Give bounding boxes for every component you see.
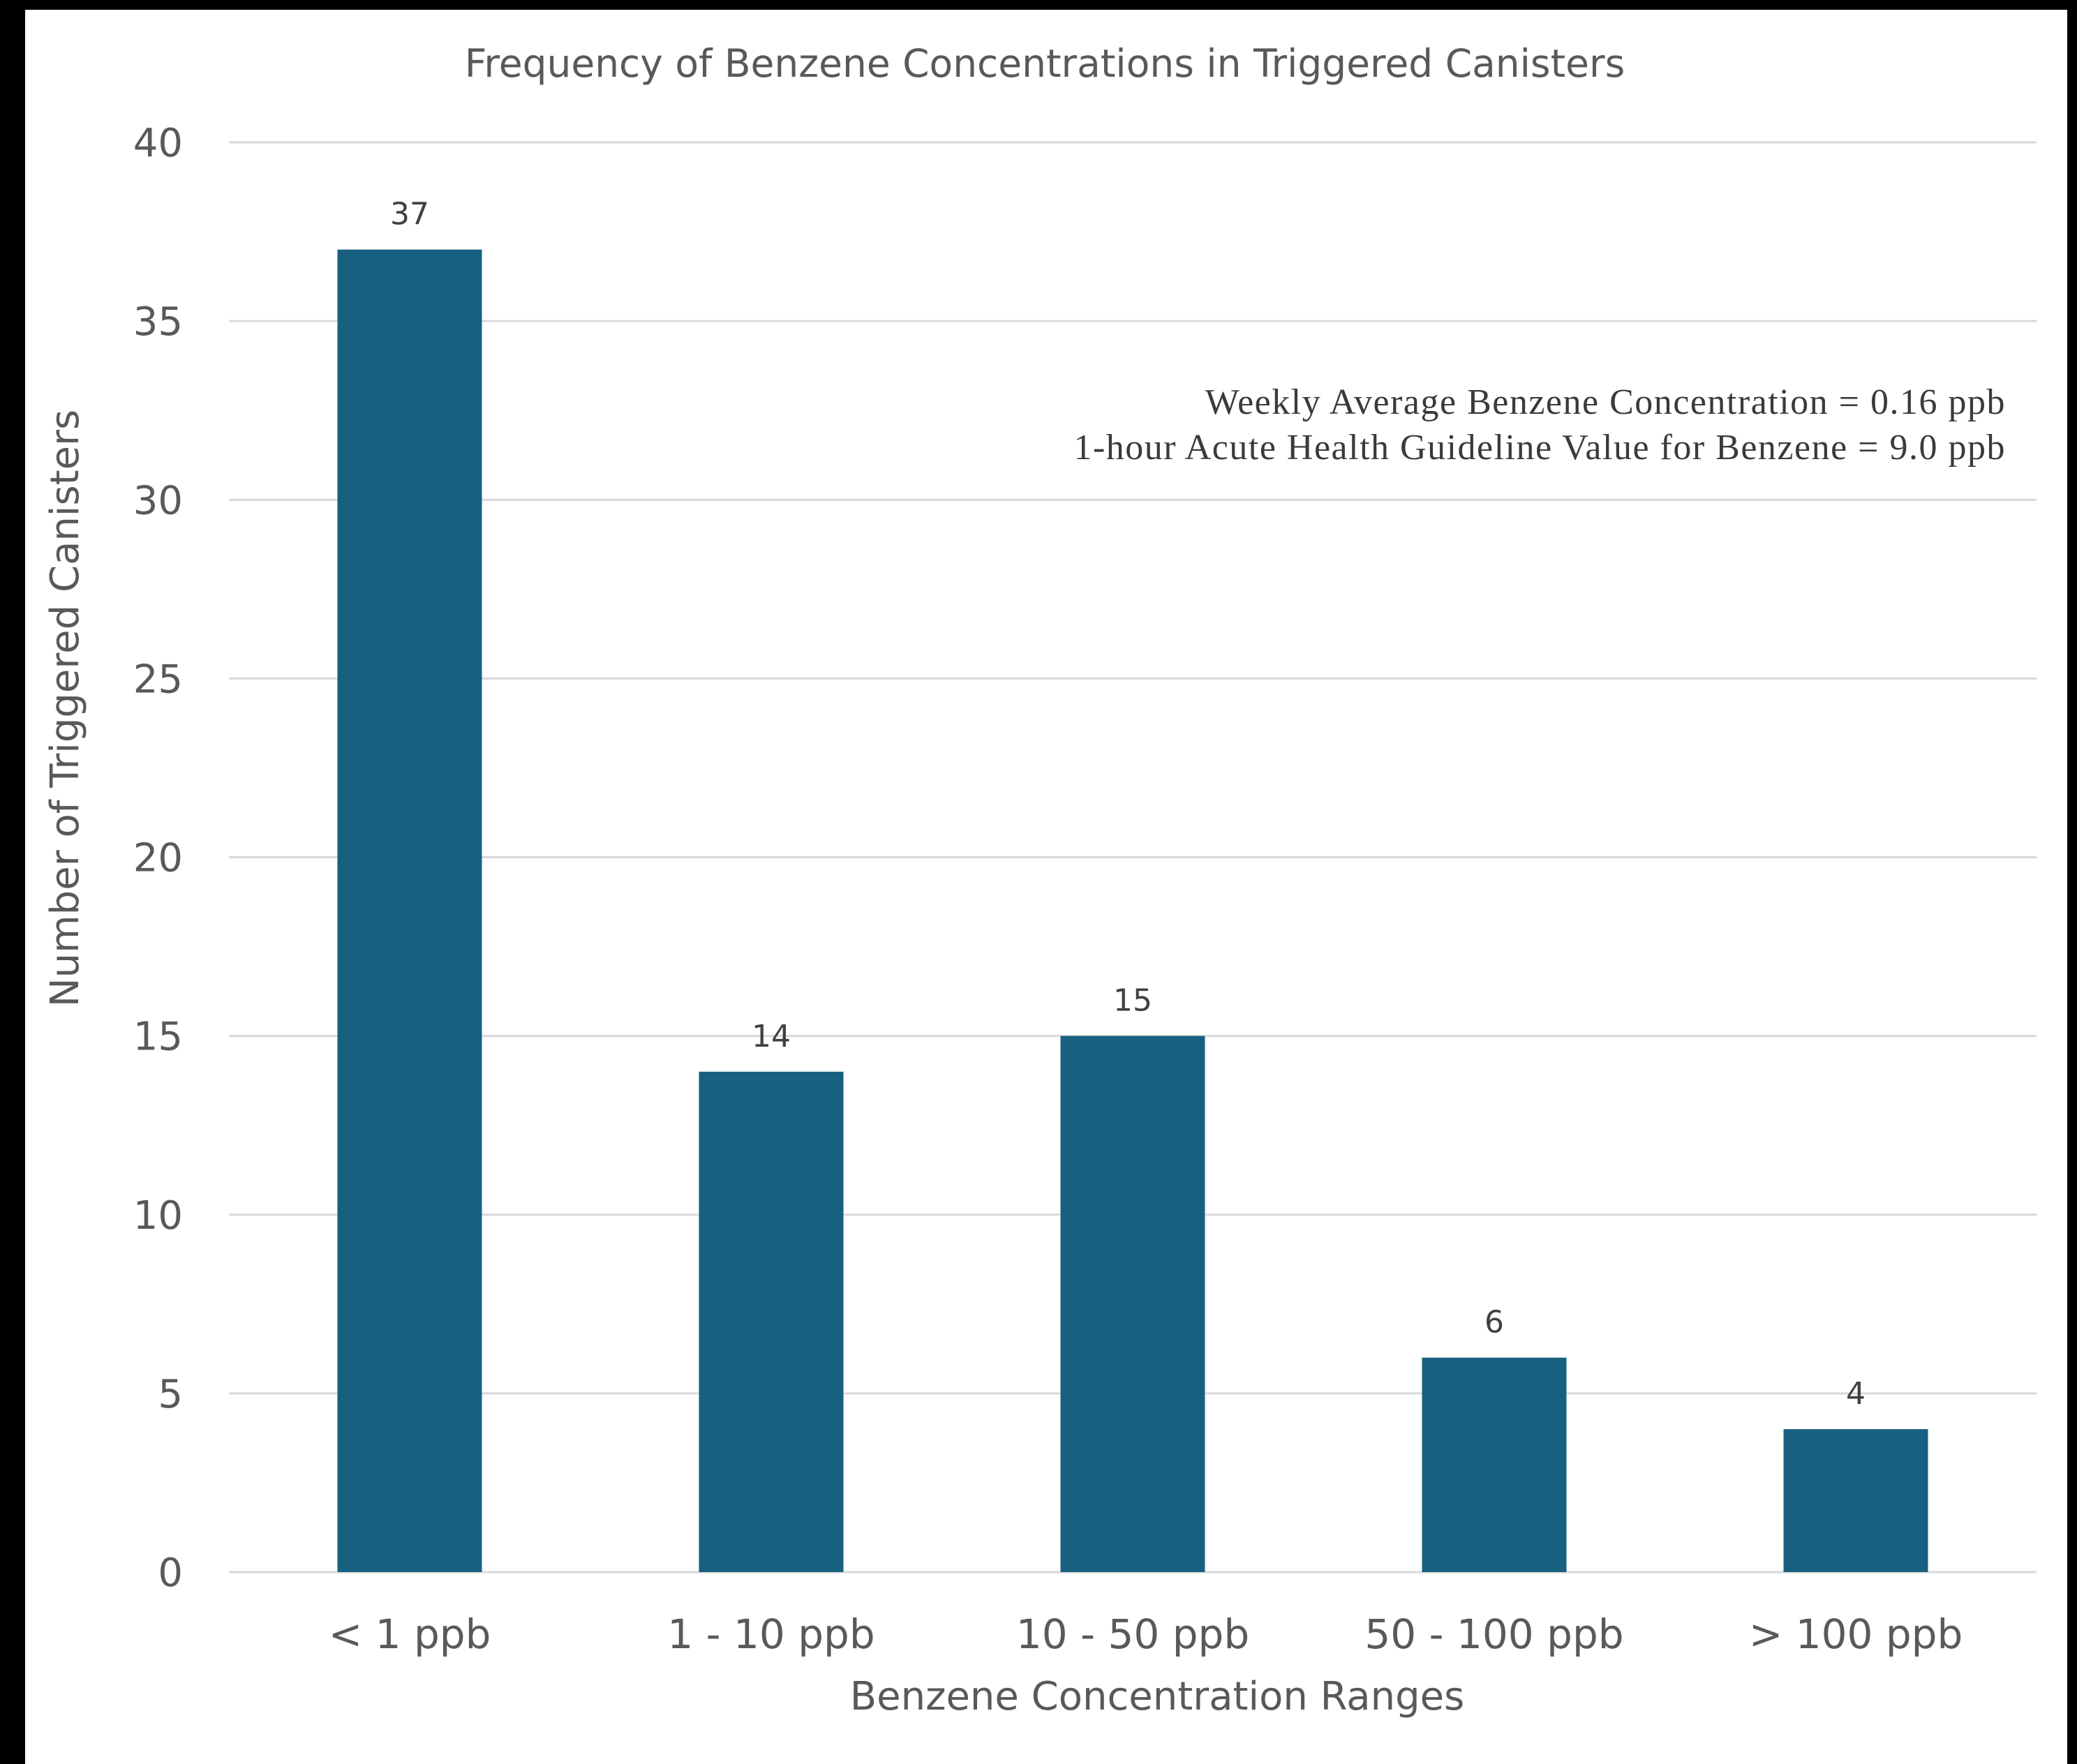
- y-tick-label: 40: [133, 121, 183, 166]
- bar: [337, 249, 482, 1572]
- bar: [1060, 1036, 1205, 1572]
- annotation-acute-guideline: 1-hour Acute Health Guideline Value for …: [1073, 428, 2006, 468]
- bar: [1422, 1357, 1567, 1572]
- y-tick-label: 35: [133, 299, 183, 345]
- y-tick-label: 15: [133, 1015, 183, 1060]
- y-tick-label: 25: [133, 657, 183, 702]
- annotation-weekly-average: Weekly Average Benzene Concentration = 0…: [1205, 382, 2006, 422]
- x-category-label: 1 - 10 ppb: [667, 1610, 874, 1658]
- y-tick-label: 5: [158, 1372, 183, 1417]
- data-label: 14: [752, 1019, 791, 1054]
- data-label: 6: [1484, 1305, 1504, 1340]
- y-axis-title: Number of Triggered Canisters: [43, 410, 88, 1008]
- y-tick-label: 20: [133, 836, 183, 881]
- x-axis-title: Benzene Concentration Ranges: [850, 1674, 1465, 1719]
- data-label: 15: [1113, 983, 1152, 1019]
- bars: [337, 249, 1928, 1572]
- x-category-label: 50 - 100 ppb: [1364, 1610, 1623, 1658]
- y-tick-label: 30: [133, 478, 183, 523]
- x-category-label: > 100 ppb: [1749, 1610, 1963, 1658]
- bar: [699, 1071, 844, 1572]
- x-axis-categories: < 1 ppb 1 - 10 ppb 10 - 50 ppb 50 - 100 ppb…: [329, 1610, 1963, 1658]
- bar: [1783, 1429, 1928, 1572]
- chart-title: Frequency of Benzene Concentrations in T…: [465, 41, 1625, 86]
- x-category-label: < 1 ppb: [329, 1610, 491, 1658]
- y-tick-label: 0: [158, 1550, 183, 1596]
- data-labels: 37 14 15 6 4: [390, 197, 1866, 1412]
- data-label: 4: [1846, 1376, 1866, 1412]
- x-category-label: 10 - 50 ppb: [1016, 1610, 1249, 1658]
- y-axis-ticks: 0 5 10 15 20 25 30 35 40: [133, 121, 183, 1596]
- y-tick-label: 10: [133, 1193, 183, 1239]
- data-label: 37: [390, 197, 429, 232]
